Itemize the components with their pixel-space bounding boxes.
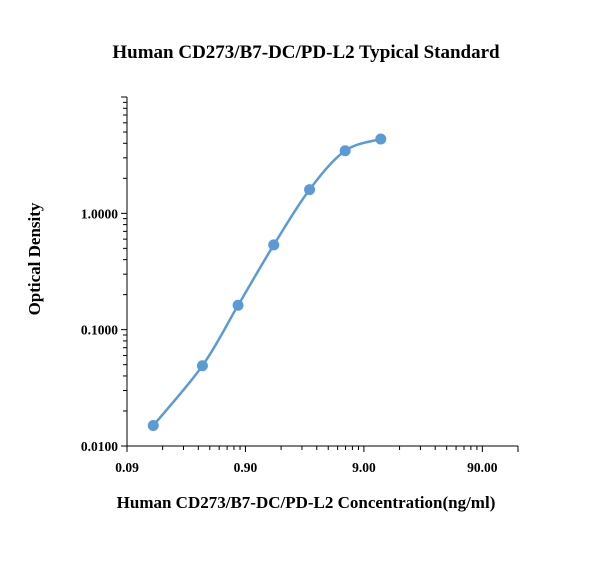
chart-title: Human CD273/B7-DC/PD-L2 Typical Standard	[112, 42, 500, 63]
y-tick-label: 0.0100	[81, 439, 118, 454]
data-point	[339, 145, 351, 157]
series-layer	[147, 133, 387, 432]
x-tick-label: 90.00	[467, 460, 498, 475]
x-tick-label: 9.00	[352, 460, 376, 475]
data-point	[147, 420, 159, 432]
data-point	[304, 184, 316, 196]
axes	[126, 97, 518, 447]
data-point	[268, 239, 280, 251]
y-axis-label: Optical Density	[25, 202, 44, 315]
y-ticks: 0.0100 0.1000 1.0000	[81, 96, 127, 454]
series-curve	[152, 137, 382, 427]
data-point	[196, 360, 208, 372]
data-point	[232, 299, 244, 311]
x-tick-label: 0.90	[234, 460, 258, 475]
x-axis-label: Human CD273/B7-DC/PD-L2 Concentration(ng…	[117, 493, 496, 512]
x-tick-label: 0.09	[115, 460, 139, 475]
data-point	[375, 133, 387, 145]
y-tick-label: 1.0000	[81, 206, 118, 221]
y-tick-label: 0.1000	[81, 323, 118, 338]
x-ticks: 0.09 0.90 9.00 90.00	[115, 446, 519, 475]
